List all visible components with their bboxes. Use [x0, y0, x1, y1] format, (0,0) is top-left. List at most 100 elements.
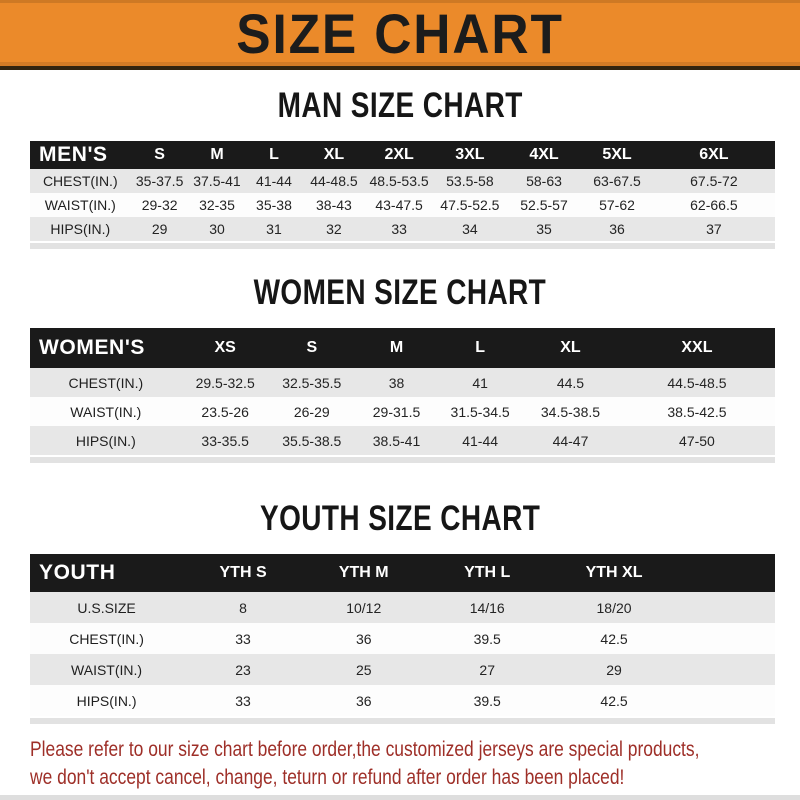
row-label: HIPS(IN.): [75, 432, 136, 449]
size-value: 62-66.5: [690, 197, 738, 213]
size-value: 58-63: [526, 173, 562, 189]
size-value: 18/20: [596, 599, 632, 616]
table-row: WAIST(IN.) 29-32 32-35 35-38 38-43 43-47.5 47.…: [30, 193, 775, 217]
notice-line-1: Please refer to our size chart before or…: [30, 738, 700, 761]
title-banner: SIZE CHART: [0, 0, 800, 70]
size-value: 41-44: [462, 432, 499, 449]
size-value: 26-29: [293, 403, 330, 420]
size-value: 35.5-38.5: [282, 432, 342, 449]
row-label: WAIST(IN.): [71, 661, 143, 678]
size-value: 44.5: [556, 374, 585, 391]
size-table-youth: YOUTH YTH S YTH M YTH L YTH XL U.S.SIZE 8 10/12…: [30, 554, 775, 716]
section-heading-text: WOMEN SIZE CHART: [253, 273, 547, 312]
size-value: 32.5-35.5: [282, 374, 342, 391]
order-notice: Please refer to our size chart before or…: [30, 736, 800, 791]
row-label: WAIST(IN.): [44, 197, 116, 213]
table-row: CHEST(IN.) 33 36 39.5 42.5: [30, 623, 775, 654]
section-heading-text: MAN SIZE CHART: [277, 86, 523, 125]
filler-cell: [678, 592, 775, 623]
size-value: 34: [462, 221, 478, 237]
size-value: 38-43: [316, 197, 352, 213]
size-value: 32: [326, 221, 342, 237]
column-header: S: [154, 146, 165, 163]
size-value: 41: [472, 374, 488, 391]
size-value: 29-31.5: [372, 403, 421, 420]
size-value: 35: [536, 221, 552, 237]
size-value: 33: [235, 630, 251, 647]
bottom-strip: [0, 795, 800, 800]
section-womens: WOMEN SIZE CHART WOMEN'S XS S M L XL XXL CHEST(I…: [0, 273, 800, 463]
size-value: 33-35.5: [201, 432, 249, 449]
filler-cell: [678, 623, 775, 654]
section-youth: YOUTH SIZE CHART YOUTH YTH S YTH M YTH L YTH …: [0, 499, 800, 724]
size-value: 44-48.5: [310, 173, 358, 189]
size-value: 52.5-57: [520, 197, 568, 213]
row-label: HIPS(IN.): [76, 692, 137, 709]
filler-cell: [678, 554, 775, 592]
size-value: 37: [706, 221, 722, 237]
section-heading-womens: WOMEN SIZE CHART: [0, 273, 800, 313]
size-value: 44-47: [552, 432, 589, 449]
page-title: SIZE CHART: [236, 1, 564, 65]
table-group-label: WOMEN'S: [39, 336, 146, 359]
size-value: 42.5: [600, 630, 628, 647]
size-value: 35-38: [256, 197, 292, 213]
size-value: 29: [151, 221, 168, 237]
size-table-womens: WOMEN'S XS S M L XL XXL CHEST(IN.) 29.5-32.5 32.5…: [30, 328, 775, 455]
column-header: 5XL: [602, 146, 632, 163]
size-value: 23.5-26: [201, 403, 249, 420]
column-header: YTH XL: [585, 564, 643, 581]
size-value: 37.5-41: [193, 173, 241, 189]
size-value: 32-35: [199, 197, 235, 213]
table-row: CHEST(IN.) 35-37.5 37.5-41 41-44 44-48.5 48.5…: [30, 169, 775, 193]
size-value: 23: [235, 661, 251, 678]
size-table-wrap-womens: WOMEN'S XS S M L XL XXL CHEST(IN.) 29.5-32.5 32.5…: [30, 328, 775, 455]
size-value: 35-37.5: [135, 173, 184, 189]
table-row: U.S.SIZE 8 10/12 14/16 18/20: [30, 592, 775, 623]
section-mens: MAN SIZE CHART MEN'S S M L XL 2XL 3XL 4XL 5XL 6XL C…: [0, 86, 800, 249]
size-value: 67.5-72: [690, 173, 738, 189]
size-value: 47-50: [679, 432, 715, 449]
row-label: WAIST(IN.): [70, 403, 142, 420]
size-value: 29: [606, 661, 622, 678]
section-heading-mens: MAN SIZE CHART: [0, 86, 800, 126]
filler-cell: [678, 654, 775, 685]
table-group-label: YOUTH: [39, 561, 116, 584]
size-value: 39.5: [473, 630, 501, 647]
size-value: 29.5-32.5: [195, 374, 255, 391]
table-header-row: WOMEN'S XS S M L XL XXL: [30, 328, 775, 368]
column-header: XL: [560, 339, 581, 356]
column-header: YTH M: [338, 564, 389, 581]
size-value: 57-62: [599, 197, 635, 213]
column-header: YTH L: [464, 564, 511, 581]
section-heading-youth: YOUTH SIZE CHART: [0, 499, 800, 539]
size-value: 53.5-58: [446, 173, 494, 189]
column-header: 2XL: [384, 146, 414, 163]
size-value: 30: [209, 221, 225, 237]
size-chart-sections: MAN SIZE CHART MEN'S S M L XL 2XL 3XL 4XL 5XL 6XL C…: [0, 86, 800, 724]
size-value: 43-47.5: [375, 197, 423, 213]
column-header: XL: [323, 146, 345, 163]
row-label: CHEST(IN.): [69, 630, 144, 647]
size-value: 44.5-48.5: [667, 374, 727, 391]
size-value: 36: [355, 692, 372, 709]
column-header: 3XL: [455, 146, 485, 163]
column-header: XXL: [681, 339, 713, 356]
section-heading-text: YOUTH SIZE CHART: [259, 499, 541, 538]
row-label: CHEST(IN.): [42, 173, 118, 189]
column-header: 6XL: [699, 146, 729, 163]
size-table-wrap-youth: YOUTH YTH S YTH M YTH L YTH XL U.S.SIZE 8 10/12…: [30, 554, 775, 716]
size-value: 8: [239, 599, 247, 616]
column-header: XS: [214, 339, 236, 356]
size-value: 34.5-38.5: [540, 403, 601, 420]
size-value: 38: [388, 374, 405, 391]
column-header: S: [306, 339, 318, 356]
size-value: 36: [609, 221, 625, 237]
size-value: 27: [479, 661, 495, 678]
table-group-label: MEN'S: [39, 143, 108, 166]
table-bottom-strip: [30, 243, 775, 249]
table-bottom-strip: [30, 718, 775, 724]
table-row: CHEST(IN.) 29.5-32.5 32.5-35.5 38 41 44.5 44.5…: [30, 368, 775, 397]
row-label: CHEST(IN.): [68, 374, 144, 391]
